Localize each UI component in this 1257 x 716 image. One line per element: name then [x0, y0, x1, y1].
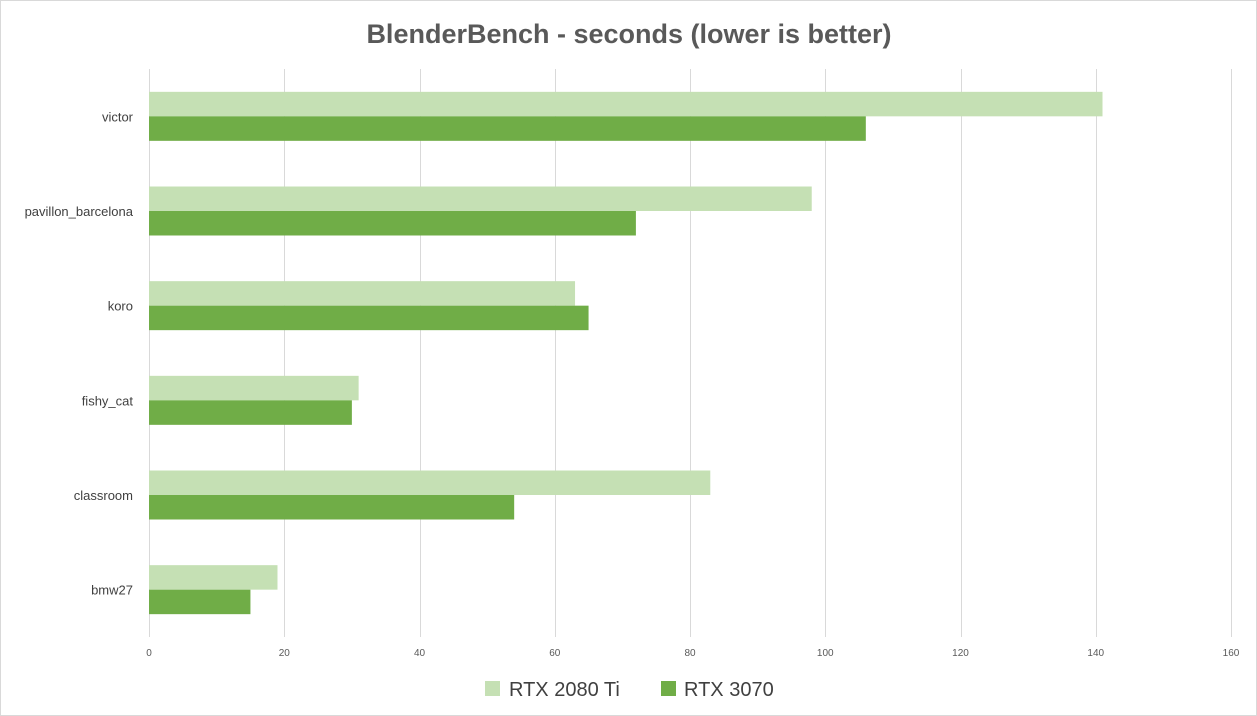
legend-swatch — [485, 681, 500, 696]
category-label: fishy_cat — [82, 393, 134, 408]
bar-rtx-3070-fishy_cat — [149, 400, 352, 425]
x-tick-label: 140 — [1087, 648, 1104, 659]
bar-rtx-3070-pavillon_barcelona — [149, 211, 636, 236]
x-tick-label: 0 — [146, 648, 152, 659]
bar-rtx-2080-ti-koro — [149, 281, 576, 306]
legend-label: RTX 2080 Ti — [509, 679, 620, 701]
x-tick-label: 60 — [549, 648, 561, 659]
x-tick-label: 160 — [1223, 648, 1240, 659]
bar-rtx-2080-ti-pavillon_barcelona — [149, 186, 812, 211]
category-label: bmw27 — [91, 583, 133, 598]
bar-rtx-3070-classroom — [149, 495, 515, 520]
category-label: koro — [108, 299, 133, 314]
legend-label: RTX 3070 — [684, 679, 774, 701]
chart-title: BlenderBench - seconds (lower is better) — [366, 19, 891, 49]
legend-swatch — [661, 681, 676, 696]
bar-rtx-2080-ti-fishy_cat — [149, 375, 359, 401]
category-label: classroom — [74, 488, 133, 503]
x-tick-label: 20 — [279, 648, 291, 659]
x-tick-label: 40 — [414, 648, 426, 659]
category-label: victor — [102, 109, 134, 124]
x-tick-label: 80 — [684, 648, 696, 659]
bar-rtx-2080-ti-classroom — [149, 470, 711, 495]
gridlines — [149, 69, 1232, 637]
x-tick-label: 120 — [952, 648, 969, 659]
bar-rtx-2080-ti-victor — [149, 91, 1103, 117]
bar-rtx-3070-koro — [149, 305, 589, 331]
category-label: pavillon_barcelona — [25, 204, 134, 219]
bar-rtx-2080-ti-bmw27 — [149, 565, 278, 590]
legend: RTX 2080 Ti RTX 3070 — [485, 679, 774, 701]
x-tick-label: 100 — [817, 648, 834, 659]
bar-rtx-3070-victor — [149, 116, 866, 141]
bars — [149, 91, 1103, 615]
x-axis-tick-labels: 0 20 40 60 80 100 120 140 160 — [146, 648, 1240, 659]
bar-rtx-3070-bmw27 — [149, 589, 251, 615]
